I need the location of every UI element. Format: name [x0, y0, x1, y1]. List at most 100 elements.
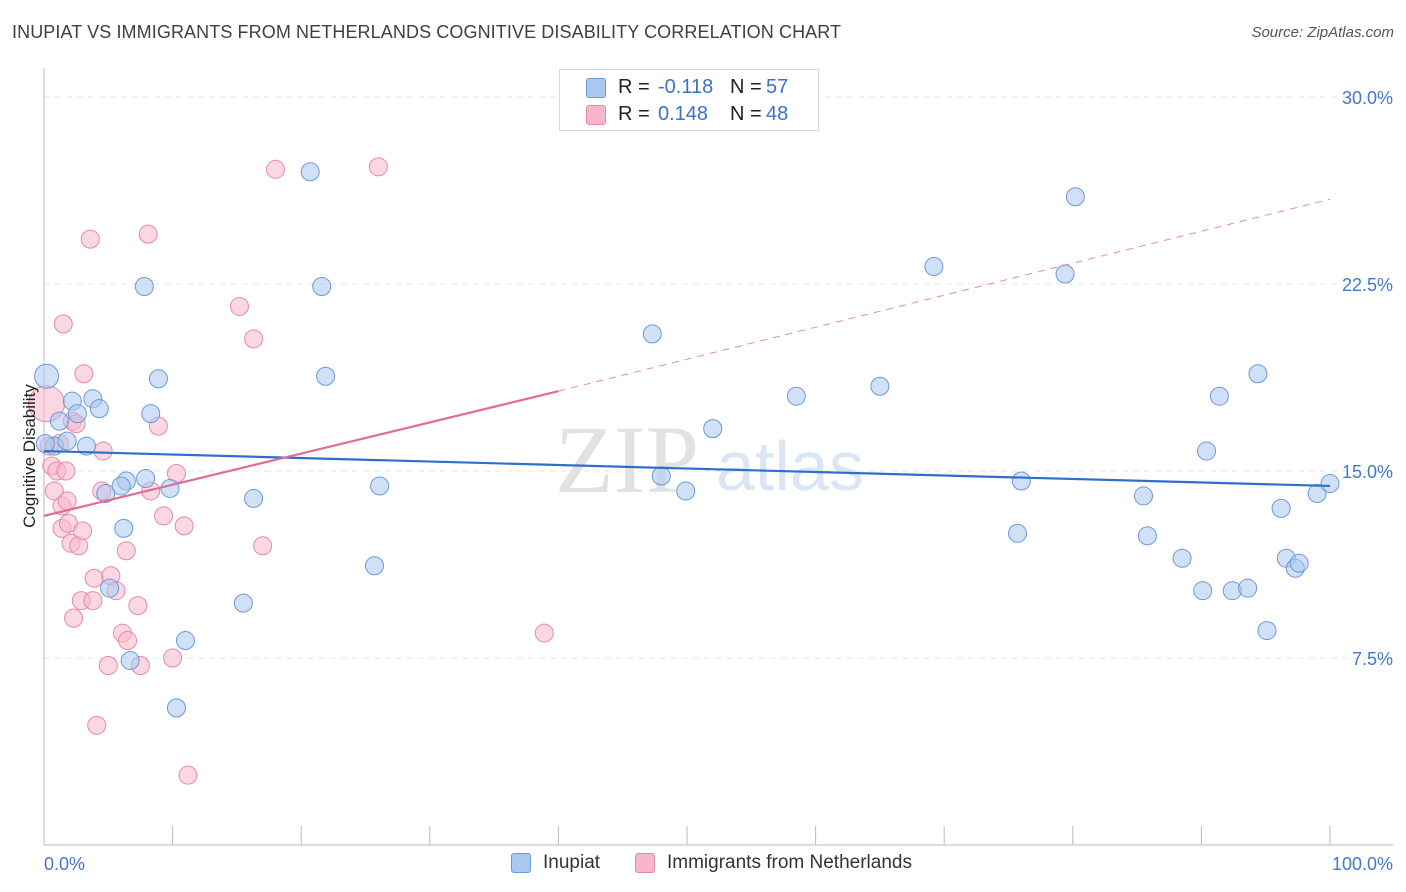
pink-point — [163, 648, 183, 668]
blue-point — [1193, 581, 1213, 601]
legend-swatch-blue — [511, 853, 531, 873]
blue-point — [1137, 526, 1157, 546]
legend-label: Immigrants from Netherlands — [667, 852, 912, 873]
pink-point — [118, 631, 138, 651]
n-label: N = — [730, 76, 762, 98]
pink-point — [128, 596, 148, 616]
blue-point — [1307, 483, 1327, 503]
blue-point — [365, 556, 385, 576]
pink-point — [178, 765, 198, 785]
watermark-atlas: atlas — [716, 427, 864, 505]
pink-point — [57, 491, 77, 511]
blue-point — [1320, 473, 1340, 493]
trend-line-netherlands-extension — [558, 198, 1331, 392]
blue-point — [370, 476, 390, 496]
legend-swatch-pink — [586, 105, 606, 125]
trend-line-inupiat — [43, 449, 1331, 488]
trend-line-netherlands — [43, 390, 559, 517]
n-label: N = — [730, 103, 762, 125]
blue-point — [67, 404, 87, 424]
blue-point — [1209, 386, 1229, 406]
r-value: 0.148 — [658, 103, 709, 125]
blue-point — [49, 411, 69, 431]
blue-point — [316, 366, 336, 386]
pink-point — [244, 329, 264, 349]
series-legend: Inupiat Immigrants from Netherlands — [0, 850, 1406, 878]
tick-labels: 7.5% 15.0% 22.5% 30.0% 0.0% 100.0% — [44, 88, 1393, 874]
blue-points — [34, 162, 1340, 718]
legend-label: Inupiat — [543, 852, 601, 873]
blue-point — [96, 483, 116, 503]
trend-lines — [43, 198, 1331, 517]
y-axis-label: Cognitive Disability — [20, 384, 39, 528]
blue-point — [1271, 498, 1291, 518]
legend-stats: R = -0.118 N = 57 R = 0.148 N = 48 — [559, 69, 819, 131]
legend-row-netherlands: R = 0.148 N = 48 — [560, 102, 818, 128]
pink-point — [229, 296, 249, 316]
blue-point — [100, 578, 120, 598]
legend-row-inupiat: R = -0.118 N = 57 — [560, 75, 818, 101]
pink-point — [80, 229, 100, 249]
y-tick-label: 30.0% — [1342, 88, 1393, 108]
blue-point — [244, 488, 264, 508]
y-tick-label: 15.0% — [1342, 462, 1393, 482]
blue-point — [1248, 364, 1268, 384]
blue-point — [651, 466, 671, 486]
blue-point — [1011, 471, 1031, 491]
blue-point — [1257, 621, 1277, 641]
blue-point — [233, 593, 253, 613]
blue-point — [1238, 578, 1258, 598]
gridlines — [44, 96, 1393, 659]
pink-point — [84, 568, 104, 588]
x-tick-label: 100.0% — [1332, 854, 1393, 874]
blue-point — [89, 399, 109, 419]
blue-point — [300, 162, 320, 182]
blue-point — [1055, 264, 1075, 284]
blue-point — [148, 369, 168, 389]
chart-title: INUPIAT VS IMMIGRANTS FROM NETHERLANDS C… — [12, 22, 842, 42]
blue-point — [642, 324, 662, 344]
watermark-zip: ZIP — [555, 406, 699, 513]
pink-point — [73, 521, 93, 541]
r-label: R = — [618, 76, 650, 98]
blue-point — [175, 631, 195, 651]
blue-point — [1008, 523, 1028, 543]
blue-point — [134, 276, 154, 296]
blue-point — [924, 257, 944, 277]
legend-swatch-blue — [586, 78, 606, 98]
pink-point — [116, 541, 136, 561]
blue-point — [57, 431, 77, 451]
blue-point — [676, 481, 696, 501]
pink-point — [534, 623, 554, 643]
blue-point — [76, 436, 96, 456]
axes — [43, 68, 1393, 846]
pink-point — [74, 364, 94, 384]
source-credit: Source: ZipAtlas.com — [1251, 24, 1394, 41]
y-tick-label: 22.5% — [1342, 275, 1393, 295]
blue-point — [1065, 187, 1085, 207]
blue-point — [136, 468, 156, 488]
r-label: R = — [618, 103, 650, 125]
blue-point — [870, 376, 890, 396]
blue-point — [141, 404, 161, 424]
blue-point — [1134, 486, 1154, 506]
n-value: 57 — [766, 76, 789, 98]
blue-point — [120, 650, 140, 670]
blue-point — [1289, 553, 1309, 573]
r-value: -0.118 — [658, 76, 714, 98]
pink-point — [87, 715, 107, 735]
legend-swatch-pink — [635, 853, 655, 873]
blue-point — [166, 698, 186, 718]
blue-point — [35, 434, 55, 454]
blue-point — [1197, 441, 1217, 461]
blue-point — [312, 276, 332, 296]
blue-point — [703, 419, 723, 439]
pink-point — [368, 157, 388, 177]
pink-point — [83, 591, 103, 611]
pink-point — [174, 516, 194, 536]
blue-point — [160, 478, 180, 498]
pink-point — [93, 441, 113, 461]
blue-point — [114, 518, 134, 538]
pink-point — [265, 159, 285, 179]
